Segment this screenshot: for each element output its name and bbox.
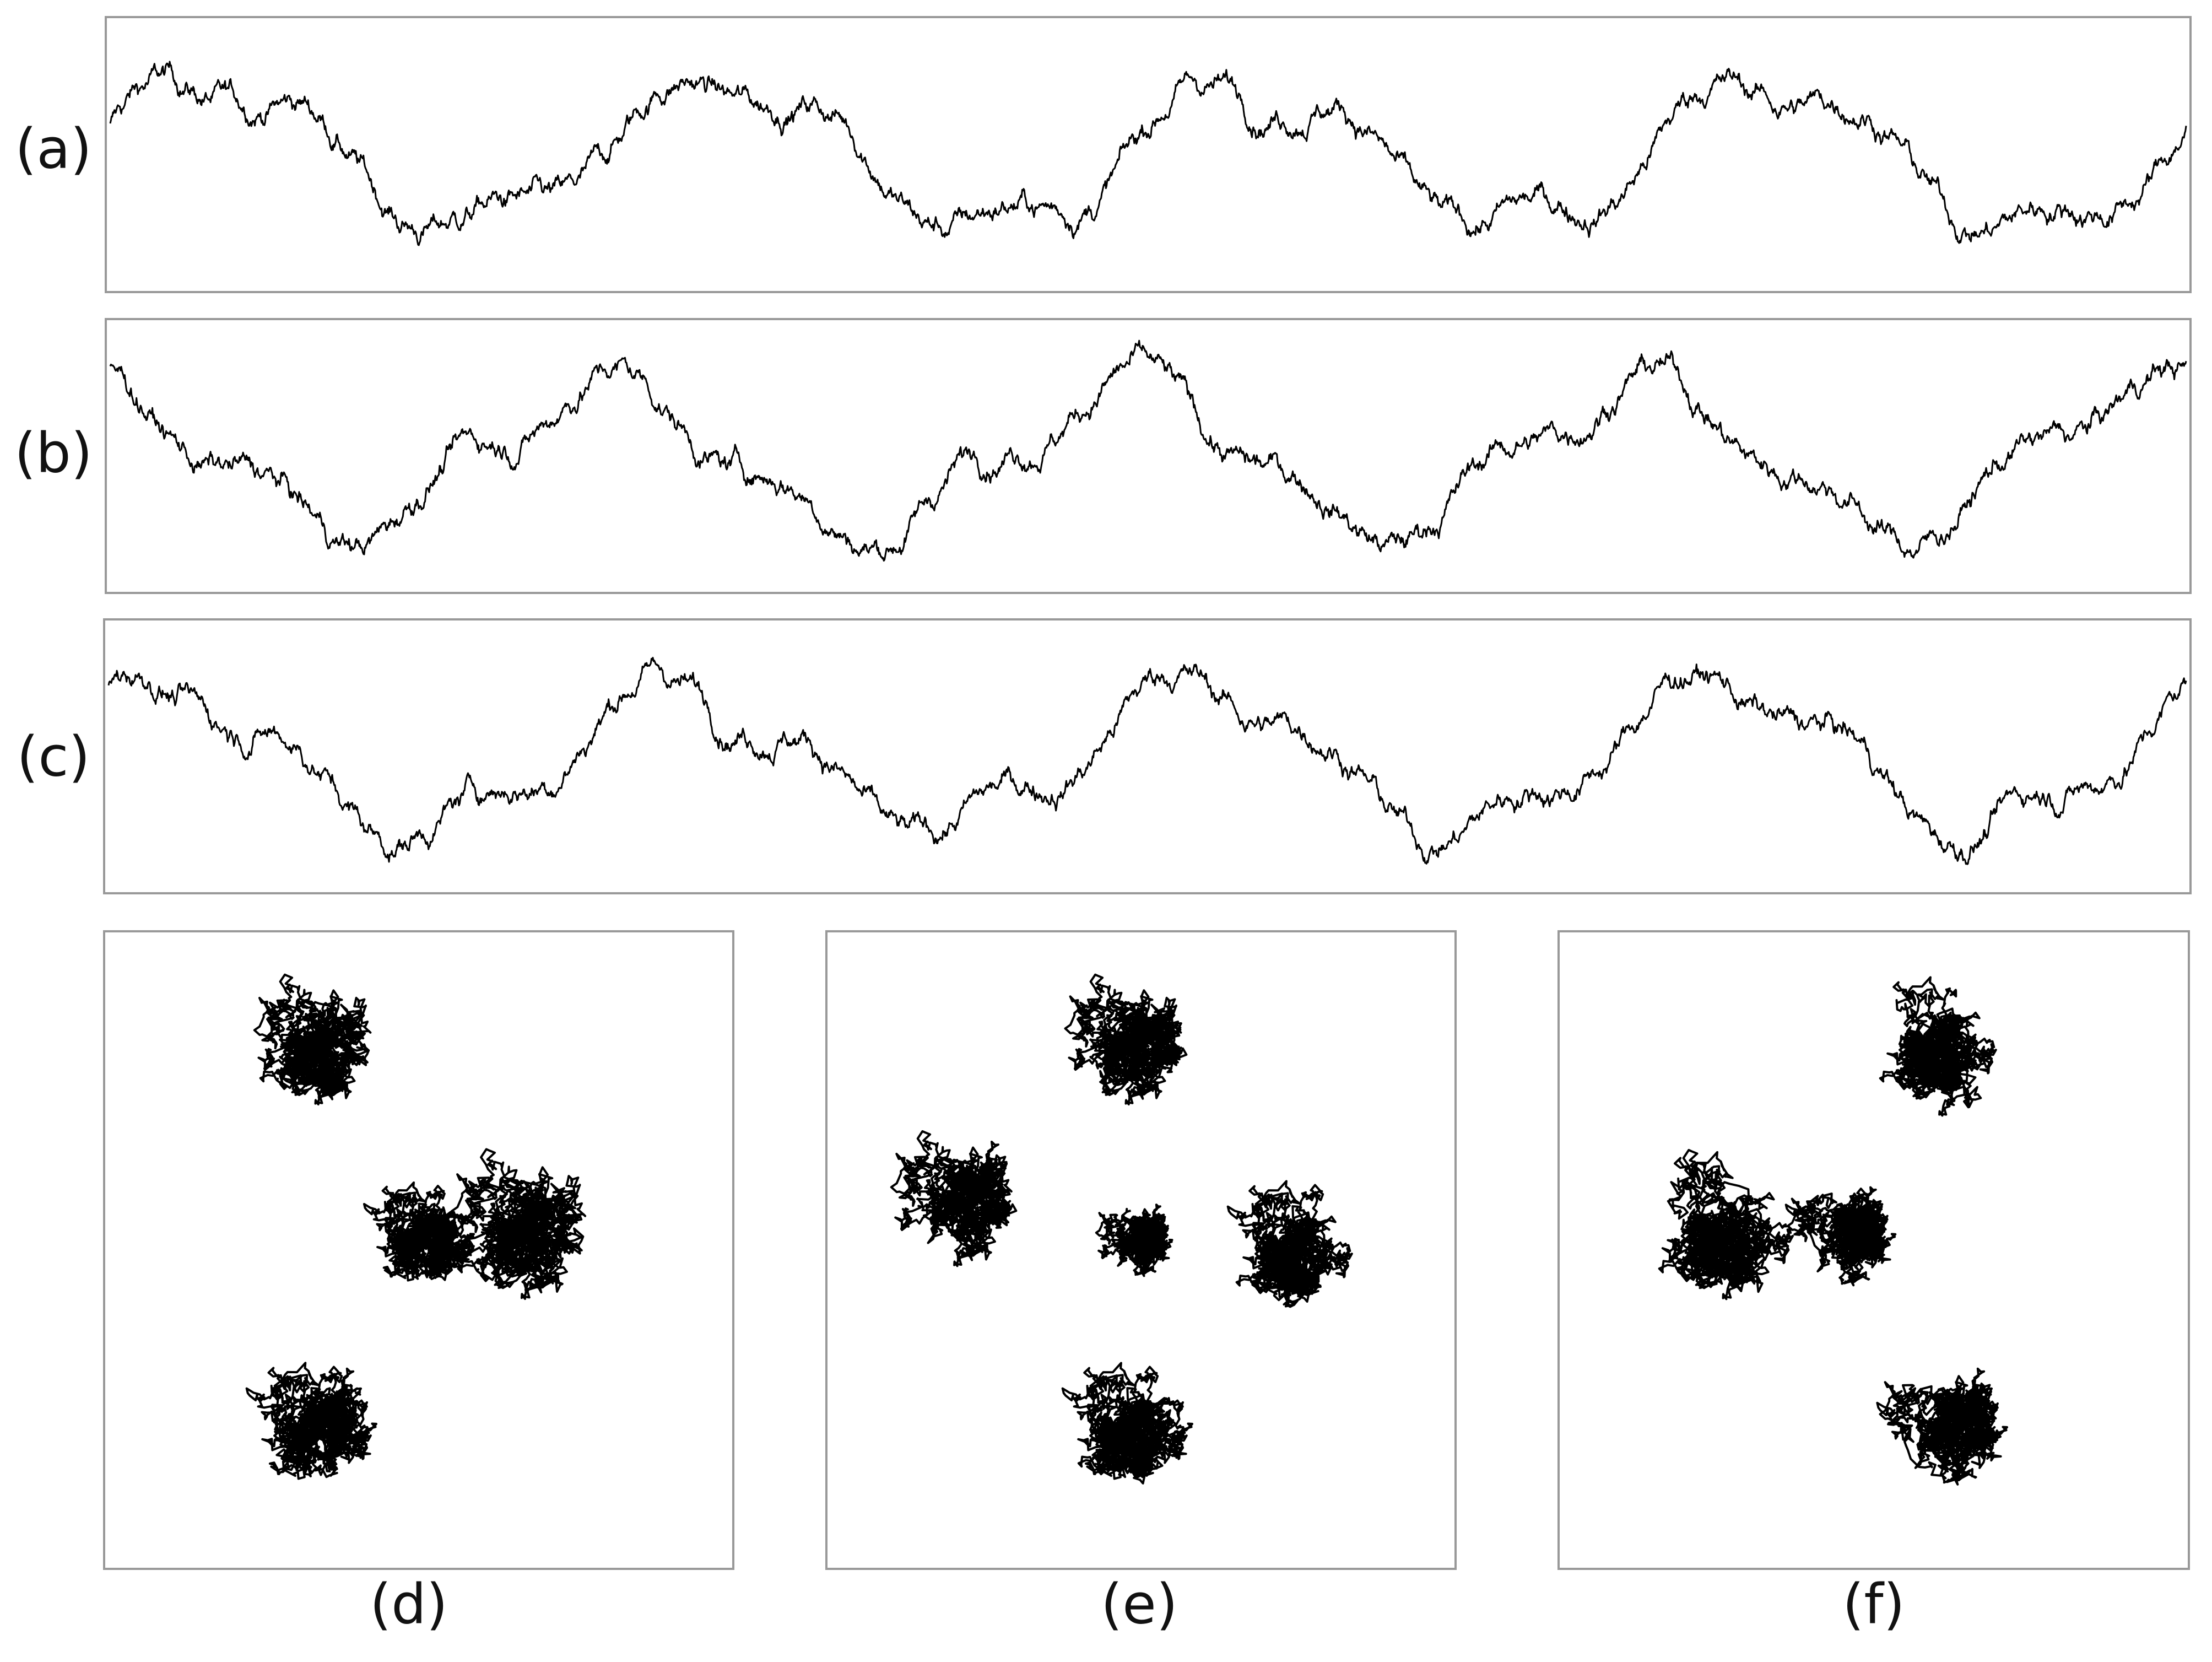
trace [1095, 1204, 1173, 1277]
trace [890, 1130, 1018, 1267]
panel-label: (e) [1101, 1572, 1178, 1636]
trace [1061, 1362, 1193, 1485]
trace [363, 1181, 475, 1282]
trace [245, 1362, 377, 1480]
panel-label: (f) [1842, 1572, 1905, 1636]
panel-frame [105, 16, 2192, 293]
trace [1658, 1148, 1794, 1301]
trace [1876, 1367, 2008, 1486]
panel-frame [103, 618, 2192, 894]
panel-label: (b) [14, 420, 93, 485]
artwork [107, 61, 2187, 1486]
panel-label: (a) [15, 116, 91, 181]
trace [109, 61, 2187, 246]
trace [1879, 976, 1997, 1117]
panel-label: (d) [370, 1572, 448, 1636]
trace [450, 1148, 587, 1300]
trace [253, 973, 372, 1105]
trace [1784, 1186, 1897, 1287]
panel-frame [105, 318, 2192, 594]
trace [107, 657, 2187, 865]
panel-label: (c) [17, 724, 90, 789]
trace [1064, 973, 1188, 1105]
trace [109, 339, 2187, 562]
trace [1226, 1180, 1353, 1308]
